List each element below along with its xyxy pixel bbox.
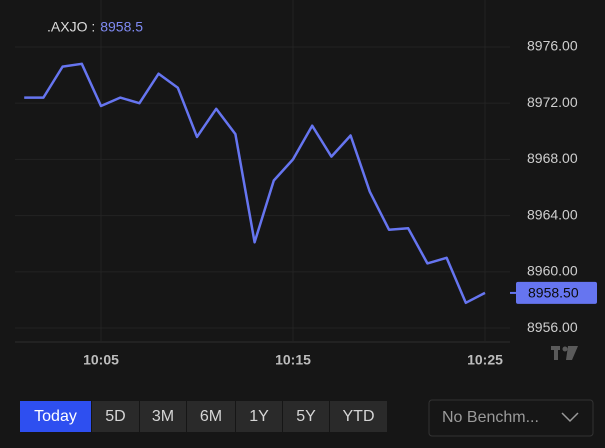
range-button[interactable] [330, 401, 387, 432]
range-button[interactable] [236, 401, 282, 432]
x-tick-label: 10:05 [83, 352, 119, 368]
y-tick-label: 8972.00 [527, 94, 578, 110]
price-tag-label: 8958.50 [528, 285, 579, 301]
range-button-label: 5Y [296, 408, 316, 425]
range-button-label: 5D [105, 408, 125, 425]
range-button-label: 6M [200, 408, 222, 425]
range-button[interactable] [283, 401, 329, 432]
x-tick-label: 10:15 [275, 352, 311, 368]
benchmark-label: No Benchm... [442, 409, 539, 426]
range-button[interactable] [20, 401, 91, 432]
last-value: 8958.5 [100, 19, 143, 35]
benchmark-dropdown[interactable] [428, 399, 594, 437]
grid [15, 0, 510, 342]
price-line [24, 62, 486, 305]
range-button[interactable] [140, 401, 186, 432]
range-button-label: Today [34, 408, 77, 425]
range-button[interactable] [92, 401, 139, 432]
chart-title: .AXJO : [47, 19, 95, 35]
y-tick-label: 8964.00 [527, 206, 578, 222]
range-button-label: YTD [343, 408, 375, 425]
y-tick-label: 8960.00 [527, 263, 578, 279]
range-button-label: 3M [152, 408, 174, 425]
y-tick-label: 8976.00 [527, 38, 578, 54]
range-button-label: 1Y [249, 408, 269, 425]
range-button[interactable] [187, 401, 235, 432]
y-tick-label: 8968.00 [527, 150, 578, 166]
tv-logo [551, 346, 578, 360]
y-tick-label: 8956.00 [527, 319, 578, 335]
x-tick-label: 10:25 [467, 352, 503, 368]
dropdown-chevron [561, 412, 579, 423]
price-tag [516, 281, 597, 304]
